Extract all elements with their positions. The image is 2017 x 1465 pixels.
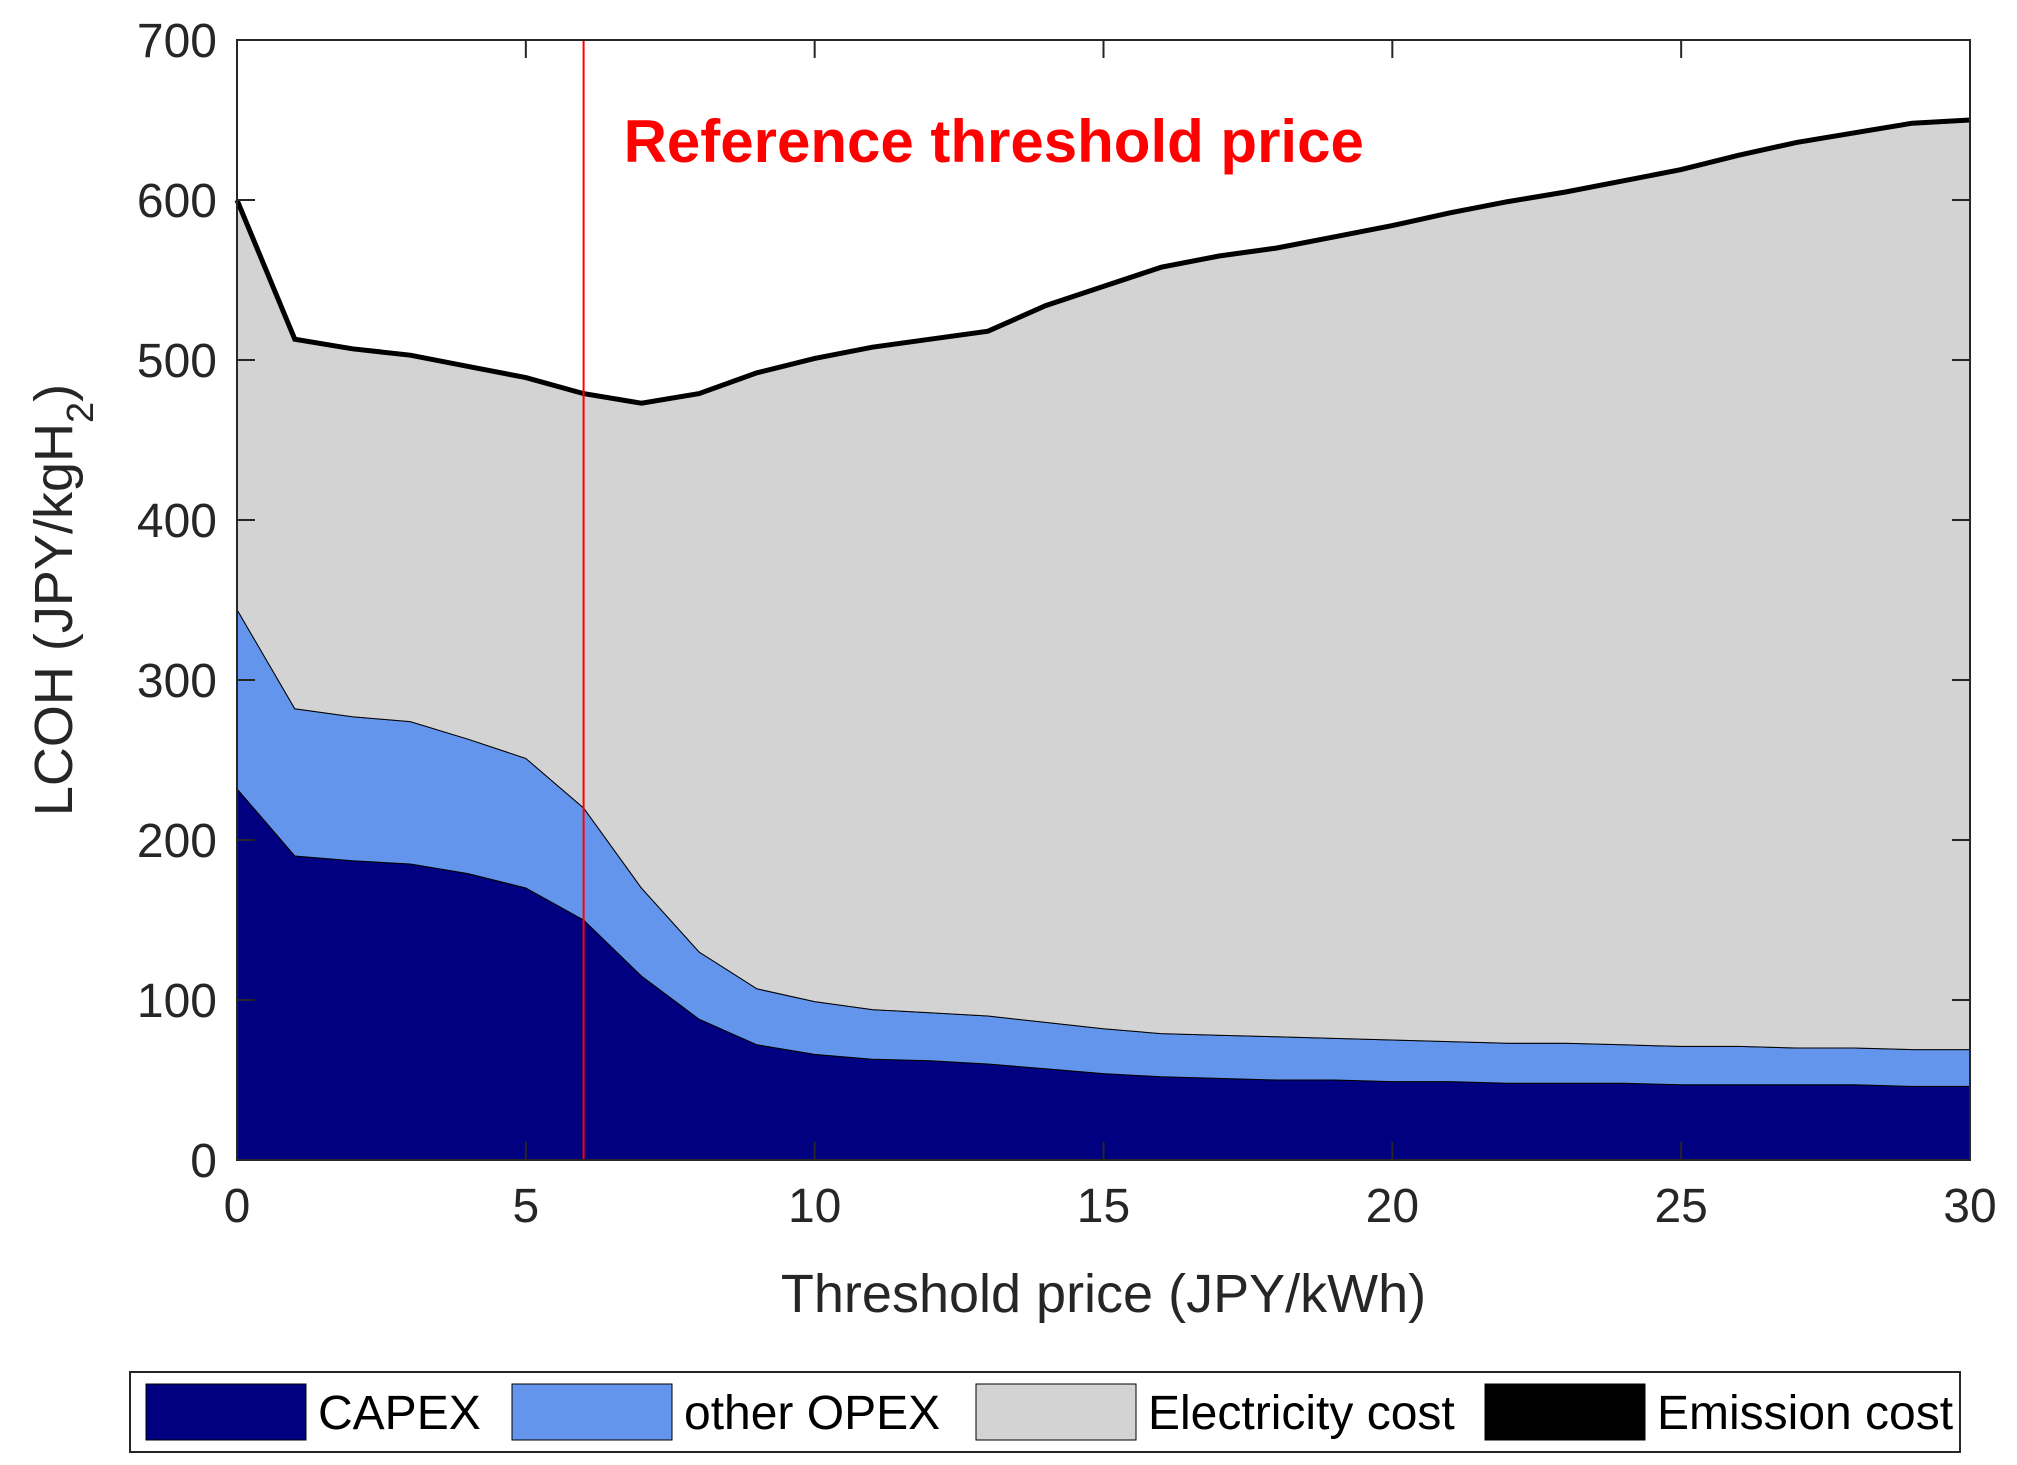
legend-swatch-electricity-cost: [975, 1383, 1137, 1441]
x-tick-label: 15: [1077, 1180, 1130, 1233]
legend-swatch-emission-cost: [1484, 1383, 1646, 1441]
x-tick-label: 0: [224, 1180, 251, 1233]
y-axis-title-close: ): [24, 384, 84, 402]
legend-label-emission-cost: Emission cost: [1657, 1387, 1953, 1440]
x-tick-label: 5: [512, 1180, 539, 1233]
y-tick-label: 300: [137, 655, 217, 708]
legend-label-electricity-cost: Electricity cost: [1148, 1387, 1455, 1440]
y-tick-label: 400: [137, 495, 217, 548]
total-lcoh-line: [234, 117, 1971, 406]
x-tick-label: 10: [788, 1180, 841, 1233]
y-tick-label: 200: [137, 815, 217, 868]
legend: CAPEX other OPEX Electricity cost Emission …: [129, 1371, 1961, 1453]
y-axis-title: LCOH (JPY/kgH2): [24, 384, 102, 816]
legend-swatch-other-opex: [511, 1383, 673, 1441]
legend-label-other-opex: other OPEX: [684, 1387, 940, 1440]
x-tick-label: 25: [1654, 1180, 1707, 1233]
legend-swatch-capex: [145, 1383, 307, 1441]
x-tick-label: 20: [1366, 1180, 1419, 1233]
axis-ticks: [236, 39, 1971, 1161]
y-axis-title-main: LCOH (JPY/kgH: [24, 423, 84, 816]
y-tick-label: 600: [137, 175, 217, 228]
y-tick-label: 0: [190, 1135, 217, 1188]
y-tick-label: 500: [137, 335, 217, 388]
x-axis-title: Threshold price (JPY/kWh): [781, 1264, 1426, 1324]
reference-threshold-label: Reference threshold price: [624, 108, 1364, 175]
y-tick-label: 100: [137, 975, 217, 1028]
y-tick-label: 700: [137, 15, 217, 68]
legend-label-capex: CAPEX: [318, 1387, 481, 1440]
y-axis-title-subscript: 2: [60, 402, 102, 423]
x-tick-label: 30: [1943, 1180, 1996, 1233]
